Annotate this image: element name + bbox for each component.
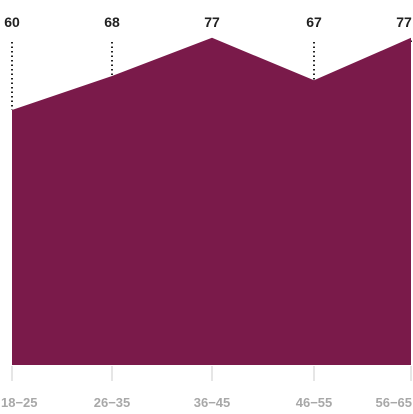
value-label-1: 68 (104, 14, 120, 30)
category-label-2: 36−45 (194, 395, 231, 410)
value-label-4: 77 (396, 14, 412, 30)
value-label-0: 60 (4, 14, 20, 30)
category-label-3: 46−55 (296, 395, 333, 410)
area-series (12, 37, 411, 366)
category-label-4: 56−65 (375, 395, 412, 410)
category-labels: 18−25 26−35 36−45 46−55 56−65 (1, 395, 412, 410)
x-axis (11, 366, 412, 381)
category-label-0: 18−25 (1, 395, 38, 410)
category-label-1: 26−35 (94, 395, 131, 410)
area-fill (12, 37, 411, 366)
value-label-2: 77 (204, 14, 220, 30)
value-label-3: 67 (306, 14, 322, 30)
value-labels: 60 68 77 67 77 (4, 14, 412, 30)
